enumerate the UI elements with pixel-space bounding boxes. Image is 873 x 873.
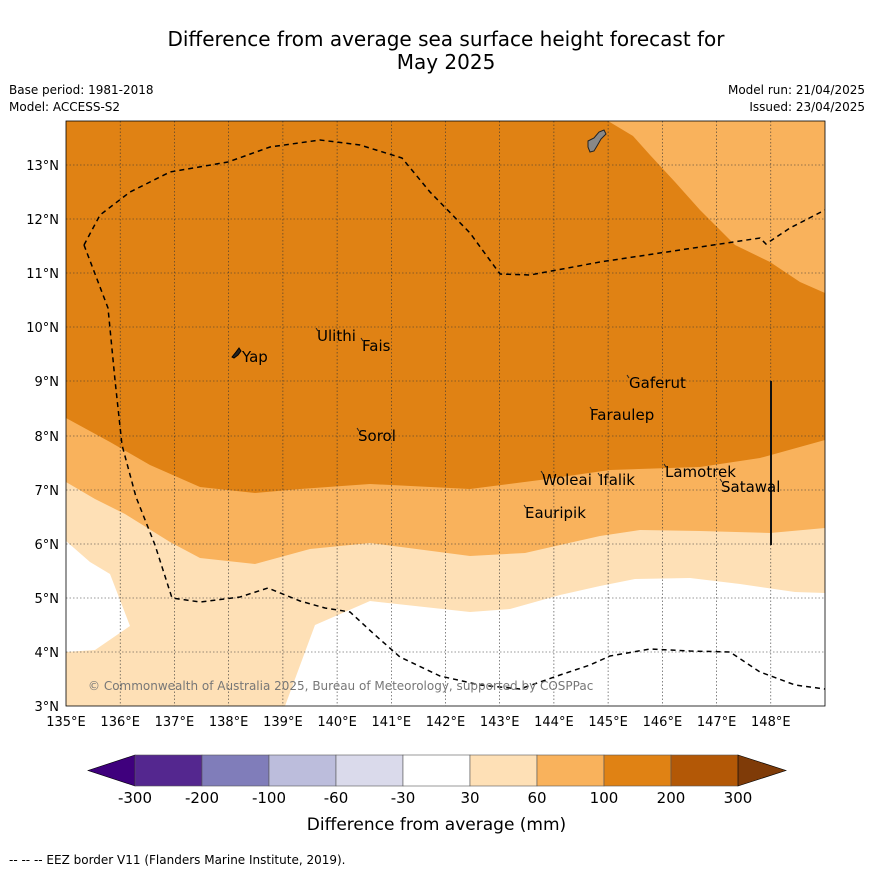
colorbar-segment: [335, 754, 404, 787]
place-label-yap: Yap: [241, 348, 268, 366]
lat-tick-label: 13°N: [26, 159, 59, 174]
colorbar-segment: [670, 754, 739, 787]
lat-tick-label: 12°N: [26, 213, 59, 228]
colorbar: -300 -200 -100 -60 -30 30 60 100 200 300 Differen…: [87, 754, 787, 835]
lon-tick-label: 142°E: [426, 715, 466, 730]
lon-tick-label: 136°E: [100, 715, 140, 730]
colorbar-tick-label: 300: [724, 789, 753, 807]
band-neutral-west: [66, 541, 130, 652]
lon-tick-label: 139°E: [263, 715, 303, 730]
lon-tick-label: 144°E: [534, 715, 574, 730]
colorbar-segment: [134, 754, 203, 787]
base-period-text: Base period: 1981-2018: [9, 83, 154, 97]
colorbar-title: Difference from average (mm): [307, 815, 566, 835]
lon-tick-label: 147°E: [697, 715, 737, 730]
lat-tick-label: 3°N: [35, 700, 60, 715]
lon-tick-label: 148°E: [751, 715, 791, 730]
lon-tick-label: 143°E: [480, 715, 520, 730]
gridlines: [66, 121, 825, 706]
lon-tick-label: 137°E: [155, 715, 195, 730]
title-line-1: Difference from average sea surface heig…: [167, 27, 725, 51]
place-label-gaferut: Gaferut: [629, 374, 686, 392]
colorbar-segment: [603, 754, 672, 787]
colorbar-segment: [268, 754, 337, 787]
chart-title: Difference from average sea surface heig…: [66, 28, 826, 74]
lat-tick-label: 7°N: [35, 484, 60, 499]
colorbar-tick-label: -300: [118, 789, 152, 807]
colorbar-segment: [536, 754, 605, 787]
lat-tick-label: 5°N: [35, 592, 60, 607]
colorbar-segment: [402, 754, 471, 787]
place-label-faraulep: Faraulep: [590, 406, 654, 424]
model-run-text: Model run: 21/04/2025: [727, 83, 865, 97]
colorbar-segment: [469, 754, 538, 787]
lat-tick-label: 8°N: [35, 430, 60, 445]
place-label-lamotrek: Lamotrek: [665, 463, 736, 481]
colorbar-tick-label: -200: [185, 789, 219, 807]
guam-island: [587, 129, 607, 153]
place-label-satawal: Satawal: [721, 478, 780, 496]
colorbar-tick-label: 200: [657, 789, 686, 807]
colorbar-tick-label: 30: [460, 789, 479, 807]
meta-right: Model run: 21/04/2025 Issued: 23/04/2025: [728, 82, 865, 116]
place-label-sorol: Sorol: [358, 427, 396, 445]
place-label-woleai: Woleai: [542, 471, 592, 489]
eez-border-line: [83, 139, 825, 690]
forecast-field: Yap Ulithi Fais Gaferut Faraulep Sorol L…: [66, 121, 825, 706]
lat-tick-label: 6°N: [35, 538, 60, 553]
lon-tick-label: 138°E: [209, 715, 249, 730]
band-neutral: [285, 578, 825, 706]
colorbar-over-arrow: [737, 754, 787, 787]
lat-tick-label: 9°N: [35, 375, 60, 390]
lat-tick-label: 10°N: [26, 321, 59, 336]
title-line-2: May 2025: [396, 50, 496, 74]
colorbar-tick-label: 60: [527, 789, 546, 807]
model-text: Model: ACCESS-S2: [9, 100, 121, 114]
copyright-text: © Commonwealth of Australia 2025, Bureau…: [88, 679, 593, 693]
colorbar-segments: [134, 754, 739, 787]
colorbar-under-arrow: [87, 754, 136, 787]
colorbar-tick-label: -60: [324, 789, 349, 807]
lon-tick-label: 146°E: [643, 715, 683, 730]
colorbar-tick-labels: -300 -200 -100 -60 -30 30 60 100 200 300: [118, 789, 752, 807]
colorbar-tick-label: 100: [590, 789, 619, 807]
yap-island: [231, 347, 242, 359]
lon-tick-label: 145°E: [588, 715, 628, 730]
lat-tick-label: 11°N: [26, 267, 59, 282]
lat-tick-labels: 3°N 4°N 5°N 6°N 7°N 8°N 9°N 10°N 11°N 12…: [26, 159, 59, 715]
map-frame: [65, 120, 826, 707]
meta-left: Base period: 1981-2018 Model: ACCESS-S2: [9, 82, 154, 116]
place-label-ulithi: Ulithi: [317, 327, 356, 345]
lon-tick-labels: 135°E 136°E 137°E 138°E 139°E 140°E 141°…: [46, 715, 790, 730]
lat-tick-label: 4°N: [35, 646, 60, 661]
colorbar-tick-label: -30: [391, 789, 416, 807]
place-label-eauripik: Eauripik: [525, 504, 586, 522]
eez-legend-footer: -- -- -- EEZ border V11 (Flanders Marine…: [9, 853, 346, 867]
atoll-markers: [315, 327, 723, 509]
place-labels: Yap Ulithi Fais Gaferut Faraulep Sorol L…: [241, 327, 780, 522]
colorbar-segment: [201, 754, 270, 787]
place-label-ifalik: Ifalik: [599, 471, 635, 489]
lon-tick-label: 140°E: [317, 715, 357, 730]
colorbar-tick-label: -100: [252, 789, 286, 807]
lon-tick-label: 135°E: [46, 715, 86, 730]
lon-tick-label: 141°E: [372, 715, 412, 730]
issued-text: Issued: 23/04/2025: [749, 100, 865, 114]
place-label-fais: Fais: [362, 337, 391, 355]
